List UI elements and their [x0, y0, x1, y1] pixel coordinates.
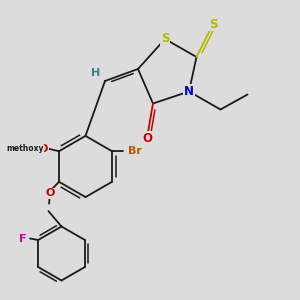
Text: Br: Br [128, 146, 141, 156]
Text: methoxy: methoxy [6, 144, 43, 153]
Text: O: O [142, 131, 152, 145]
Text: O: O [45, 188, 55, 198]
Text: S: S [209, 17, 217, 31]
Text: F: F [20, 233, 27, 244]
Text: H: H [92, 68, 100, 78]
Text: O: O [39, 144, 48, 154]
Text: N: N [184, 85, 194, 98]
Text: S: S [161, 32, 169, 46]
